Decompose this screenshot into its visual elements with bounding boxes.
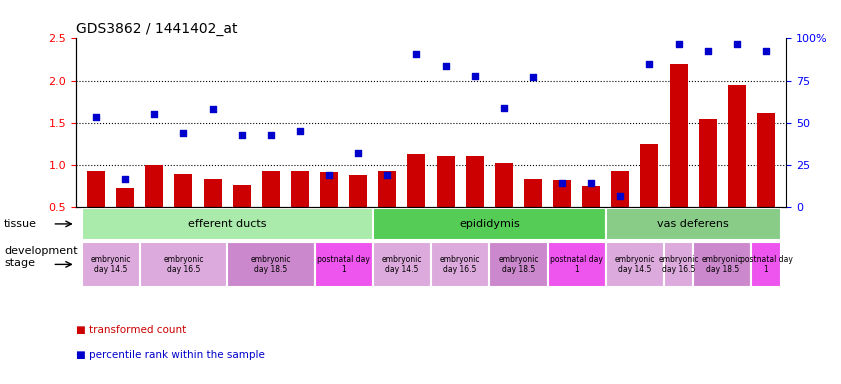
Text: ■ transformed count: ■ transformed count bbox=[76, 325, 186, 335]
Bar bbox=[436, 156, 455, 207]
Point bbox=[235, 132, 248, 139]
Bar bbox=[378, 171, 396, 207]
Bar bbox=[116, 189, 135, 207]
FancyBboxPatch shape bbox=[606, 242, 664, 286]
Point bbox=[177, 130, 190, 136]
Bar bbox=[495, 163, 513, 207]
Point bbox=[264, 131, 278, 137]
Point bbox=[584, 180, 598, 187]
Bar bbox=[349, 175, 368, 207]
Point bbox=[294, 128, 307, 134]
FancyBboxPatch shape bbox=[489, 242, 547, 286]
Bar bbox=[524, 179, 542, 207]
FancyBboxPatch shape bbox=[431, 242, 489, 286]
FancyBboxPatch shape bbox=[315, 242, 373, 286]
Point bbox=[468, 73, 481, 79]
FancyBboxPatch shape bbox=[693, 242, 751, 286]
Text: ■ percentile rank within the sample: ■ percentile rank within the sample bbox=[76, 350, 265, 360]
Bar bbox=[233, 185, 251, 207]
Text: embryonic
day 14.5: embryonic day 14.5 bbox=[382, 255, 422, 274]
FancyBboxPatch shape bbox=[606, 208, 780, 240]
FancyBboxPatch shape bbox=[373, 242, 431, 286]
Text: embryonic
day 16.5: embryonic day 16.5 bbox=[440, 255, 480, 274]
Text: embryonic
day 14.5: embryonic day 14.5 bbox=[615, 255, 655, 274]
Bar bbox=[262, 171, 280, 207]
Point bbox=[89, 114, 103, 120]
Point bbox=[730, 41, 743, 47]
Text: embryonic
day 18.5: embryonic day 18.5 bbox=[702, 255, 743, 274]
Text: development
stage: development stage bbox=[4, 246, 78, 268]
Point bbox=[206, 106, 220, 112]
FancyBboxPatch shape bbox=[140, 242, 227, 286]
Bar bbox=[553, 180, 571, 207]
Text: epididymis: epididymis bbox=[459, 219, 520, 229]
Text: postnatal day
1: postnatal day 1 bbox=[317, 255, 370, 274]
Point bbox=[614, 193, 627, 199]
FancyBboxPatch shape bbox=[664, 242, 693, 286]
FancyBboxPatch shape bbox=[373, 208, 606, 240]
Text: postnatal day
1: postnatal day 1 bbox=[550, 255, 603, 274]
Point bbox=[643, 61, 656, 67]
FancyBboxPatch shape bbox=[547, 242, 606, 286]
Point bbox=[672, 41, 685, 47]
Bar bbox=[174, 174, 193, 207]
FancyBboxPatch shape bbox=[227, 242, 315, 286]
Text: embryonic
day 16.5: embryonic day 16.5 bbox=[659, 255, 699, 274]
Text: embryonic
day 18.5: embryonic day 18.5 bbox=[498, 255, 538, 274]
Bar bbox=[87, 171, 105, 207]
Point bbox=[701, 48, 714, 54]
Text: GDS3862 / 1441402_at: GDS3862 / 1441402_at bbox=[76, 22, 237, 36]
Text: embryonic
day 16.5: embryonic day 16.5 bbox=[163, 255, 204, 274]
Point bbox=[497, 105, 510, 111]
Bar bbox=[699, 119, 717, 207]
Point bbox=[759, 48, 773, 54]
Bar bbox=[466, 156, 484, 207]
Bar bbox=[145, 165, 163, 207]
Text: postnatal day
1: postnatal day 1 bbox=[739, 255, 792, 274]
Bar bbox=[320, 172, 338, 207]
Point bbox=[410, 51, 423, 57]
Bar bbox=[640, 144, 659, 207]
Point bbox=[119, 176, 132, 182]
Point bbox=[439, 63, 452, 69]
Point bbox=[148, 111, 161, 118]
Text: embryonic
day 14.5: embryonic day 14.5 bbox=[90, 255, 131, 274]
FancyBboxPatch shape bbox=[751, 242, 780, 286]
Text: tissue: tissue bbox=[4, 219, 37, 229]
Point bbox=[555, 180, 569, 187]
Text: embryonic
day 18.5: embryonic day 18.5 bbox=[251, 255, 291, 274]
Bar bbox=[757, 113, 775, 207]
Text: vas deferens: vas deferens bbox=[658, 219, 729, 229]
Bar bbox=[669, 64, 688, 207]
Point bbox=[322, 172, 336, 178]
Bar bbox=[407, 154, 426, 207]
Text: efferent ducts: efferent ducts bbox=[188, 219, 267, 229]
Point bbox=[352, 150, 365, 156]
Point bbox=[381, 172, 394, 178]
Point bbox=[526, 74, 540, 80]
FancyBboxPatch shape bbox=[82, 242, 140, 286]
FancyBboxPatch shape bbox=[82, 208, 373, 240]
Bar bbox=[727, 85, 746, 207]
Bar bbox=[204, 179, 222, 207]
Bar bbox=[291, 171, 309, 207]
Bar bbox=[611, 171, 629, 207]
Bar bbox=[582, 186, 600, 207]
